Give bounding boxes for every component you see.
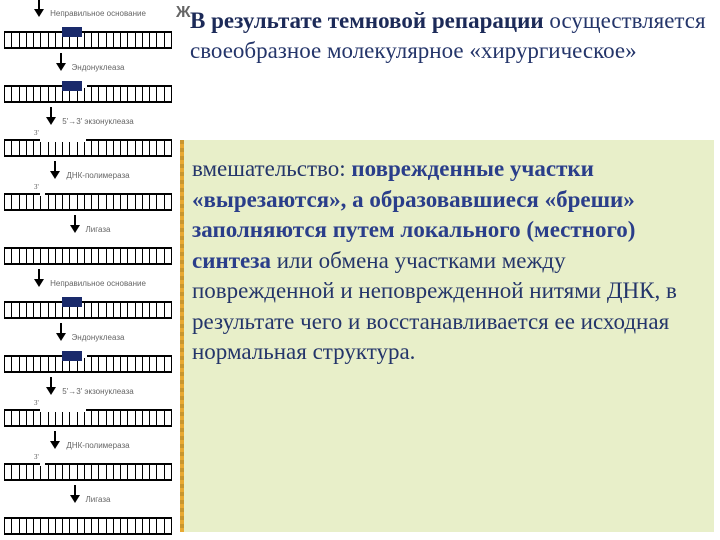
dna-gapped: 3' — [0, 407, 180, 429]
step-label: Лигаза — [0, 489, 180, 509]
step-label: 5'→3' экзонуклеаза — [0, 381, 180, 401]
dna-filled: 3' — [0, 191, 180, 213]
box-paragraph: вмешательство: поврежденные участки «выр… — [192, 154, 702, 368]
step-label: ДНК-полимераза — [0, 165, 180, 185]
dna-nicked — [0, 353, 180, 375]
dna-repaired — [0, 515, 180, 537]
box-lead: вмешательство: — [192, 156, 351, 181]
step-label: Неправильное основание — [0, 273, 180, 293]
label-text: Лигаза — [86, 225, 111, 234]
label-text: Неправильное основание — [50, 9, 146, 18]
step-label: Эндонуклеаза — [0, 57, 180, 77]
text-column: Ж В результате темновой репарации осущес… — [180, 0, 720, 540]
step-label: 5'→3' экзонуклеаза — [0, 111, 180, 131]
diagram-block-2: Неправильное основание Эндонуклеаза 5'→3… — [0, 270, 180, 540]
dna-damaged — [0, 299, 180, 321]
step-label: Лигаза — [0, 219, 180, 239]
label-text: ДНК-полимераза — [66, 441, 129, 450]
dna-nicked — [0, 83, 180, 105]
label-text: 5'→3' экзонуклеаза — [62, 387, 133, 396]
dna-filled: 3' — [0, 461, 180, 483]
dna-repaired — [0, 245, 180, 267]
label-text: 5'→3' экзонуклеаза — [62, 117, 133, 126]
top-paragraph: В результате темновой репарации осуществ… — [190, 6, 710, 67]
label-text: Неправильное основание — [50, 279, 146, 288]
bullet-mark: Ж — [176, 4, 190, 22]
highlight-box: вмешательство: поврежденные участки «выр… — [180, 140, 714, 532]
label-text: ДНК-полимераза — [66, 171, 129, 180]
label-text: Лигаза — [86, 495, 111, 504]
step-label: Эндонуклеаза — [0, 327, 180, 347]
top-bold: В результате темновой репарации — [190, 8, 544, 33]
label-text: Эндонуклеаза — [72, 333, 125, 342]
label-text: Эндонуклеаза — [72, 63, 125, 72]
dna-gapped: 3' — [0, 137, 180, 159]
diagram-block-1: Неправильное основание Эндонуклеаза — [0, 0, 180, 270]
diagram-column: Неправильное основание Эндонуклеаза — [0, 0, 180, 540]
step-label: Неправильное основание — [0, 3, 180, 23]
dna-damaged — [0, 29, 180, 51]
step-label: ДНК-полимераза — [0, 435, 180, 455]
